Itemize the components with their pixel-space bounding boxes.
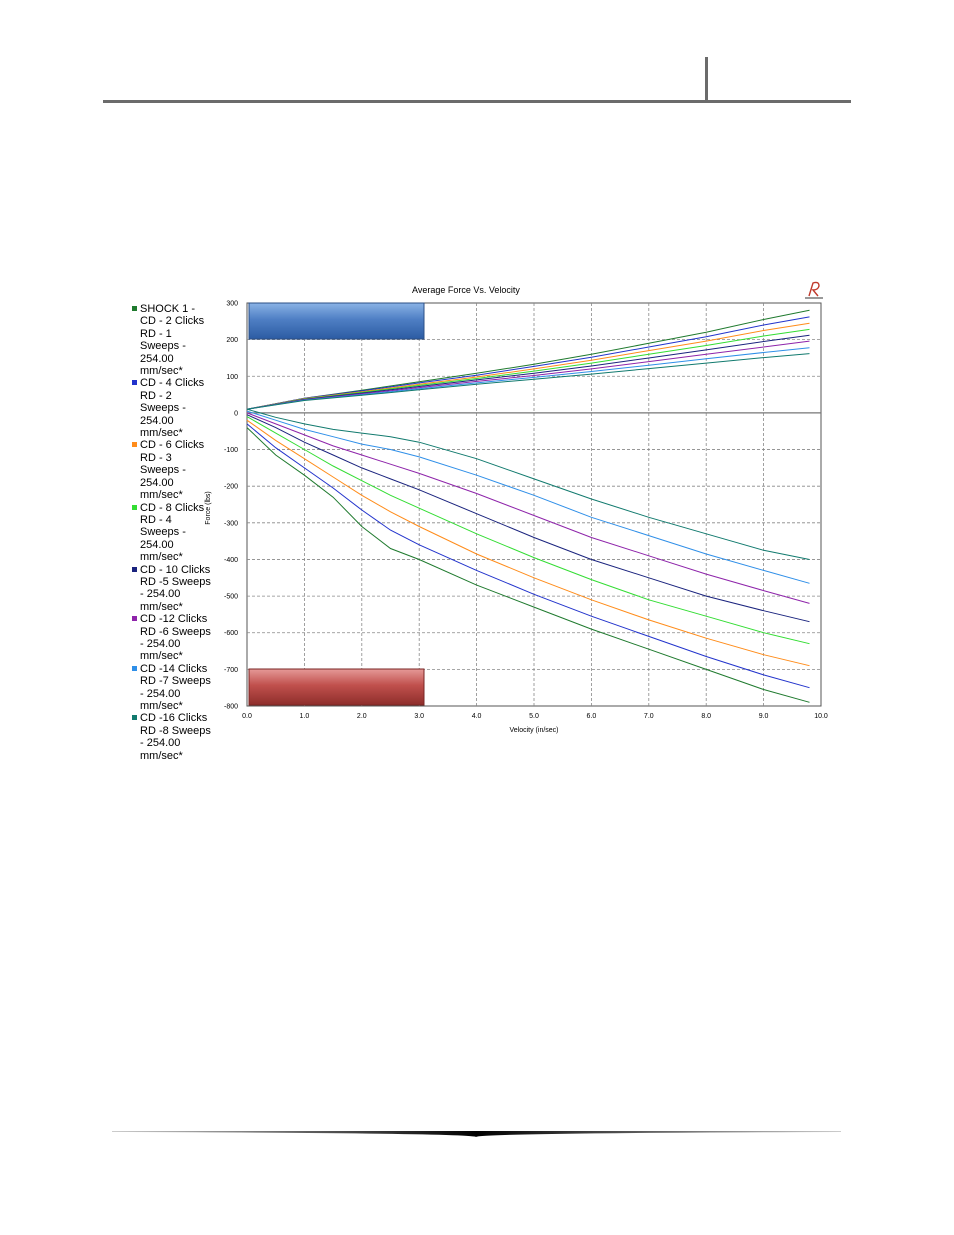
legend-item: SHOCK 1 - CD - 2 Clicks RD - 1 Sweeps - …: [132, 303, 212, 377]
chart-title: Average Force Vs. Velocity: [412, 285, 520, 295]
legend-item: CD -12 Clicks RD -6 Sweeps - 254.00 mm/s…: [132, 613, 212, 663]
grid-lines: [246, 302, 822, 707]
x-tick-label: 3.0: [414, 713, 424, 720]
y-tick-label: -400: [224, 557, 238, 564]
legend-swatch: [132, 306, 137, 311]
rebound-line: [246, 334, 810, 410]
header-rule: [103, 100, 851, 103]
legend-item: CD - 6 Clicks RD - 3 Sweeps - 254.00 mm/…: [132, 439, 212, 501]
y-tick-label: 0: [234, 410, 238, 417]
series-line: [246, 419, 810, 667]
y-tick-label: 200: [226, 337, 238, 344]
series-line: [246, 408, 810, 560]
legend-swatch: [132, 442, 137, 448]
rebound-line: [246, 322, 810, 410]
legend-swatch: [132, 504, 137, 510]
x-tick-label: 0.0: [242, 713, 252, 720]
x-tick-label: 2.0: [357, 713, 367, 720]
legend-item: CD - 10 Clicks RD -5 Sweeps - 254.00 mm/…: [132, 564, 212, 614]
y-tick-label: -700: [224, 667, 238, 674]
legend-label: CD -14 Clicks RD -7 Sweeps - 254.00 mm/s…: [140, 662, 211, 712]
chart-legend: SHOCK 1 - CD - 2 Clicks RD - 1 Sweeps - …: [132, 303, 212, 762]
compression-curves: [246, 408, 810, 703]
rebound-highlight-box: [248, 302, 425, 340]
y-tick-label: -500: [224, 594, 238, 601]
compression-highlight-box: [248, 668, 425, 706]
series-line: [246, 427, 810, 703]
x-tick-label: 8.0: [701, 713, 711, 720]
R-logo-icon: [805, 281, 823, 299]
x-axis-label: Velocity (in/sec): [509, 727, 558, 734]
tick-labels: 0.0 1.0 2.0 3.0 4.0 5.0 6.0 7.0 8.0 9.0 10.0 300 200…: [224, 301, 828, 721]
legend-label: CD - 8 Clicks RD - 4 Sweeps - 254.00 mm/…: [140, 501, 205, 564]
y-tick-label: 100: [226, 374, 238, 381]
y-tick-label: -100: [224, 447, 238, 454]
y-tick-label: -200: [224, 484, 238, 491]
rebound-line: [246, 316, 810, 410]
legend-label: CD - 6 Clicks RD - 3 Sweeps - 254.00 mm/…: [140, 439, 205, 502]
rebound-curves: [246, 309, 810, 410]
legend-item: CD - 4 Clicks RD - 2 Sweeps - 254.00 mm/…: [132, 377, 212, 439]
series-line: [246, 423, 810, 689]
legend-label: CD - 4 Clicks RD - 2 Sweeps - 254.00 mm/…: [140, 377, 205, 440]
legend-swatch: [132, 566, 137, 572]
y-tick-label: 300: [226, 301, 238, 308]
legend-label: SHOCK 1 - CD - 2 Clicks RD - 1 Sweeps - …: [140, 303, 205, 378]
y-axis-label: Force (lbs): [205, 491, 212, 524]
legend-label: CD -16 Clicks RD -8 Sweeps - 254.00 mm/s…: [140, 712, 211, 762]
rebound-line: [246, 347, 810, 410]
legend-swatch: [132, 665, 137, 671]
rebound-line: [246, 328, 810, 410]
legend-swatch: [132, 380, 137, 386]
legend-swatch: [132, 715, 137, 721]
series-line: [246, 414, 810, 623]
x-tick-label: 1.0: [300, 713, 310, 720]
rebound-line: [246, 340, 810, 410]
x-tick-label: 10.0: [814, 713, 828, 720]
series-line: [246, 416, 810, 645]
rebound-line: [246, 353, 810, 410]
x-tick-label: 4.0: [472, 713, 482, 720]
legend-item: CD - 8 Clicks RD - 4 Sweeps - 254.00 mm/…: [132, 502, 212, 564]
legend-label: CD -12 Clicks RD -6 Sweeps - 254.00 mm/s…: [140, 613, 211, 663]
y-tick-label: -800: [224, 704, 238, 711]
y-tick-label: -300: [224, 520, 238, 527]
legend-item: CD -14 Clicks RD -7 Sweeps - 254.00 mm/s…: [132, 663, 212, 713]
y-tick-label: -600: [224, 630, 238, 637]
footer-rule: [112, 1131, 841, 1137]
header-tick: [705, 57, 708, 103]
x-tick-label: 9.0: [759, 713, 769, 720]
legend-label: CD - 10 Clicks RD -5 Sweeps - 254.00 mm/…: [140, 563, 211, 613]
x-tick-label: 5.0: [529, 713, 539, 720]
series-line: [246, 410, 810, 584]
x-tick-label: 6.0: [587, 713, 597, 720]
x-tick-label: 7.0: [644, 713, 654, 720]
series-line: [246, 412, 810, 604]
legend-swatch: [132, 616, 137, 622]
legend-item: CD -16 Clicks RD -8 Sweeps - 254.00 mm/s…: [132, 712, 212, 762]
